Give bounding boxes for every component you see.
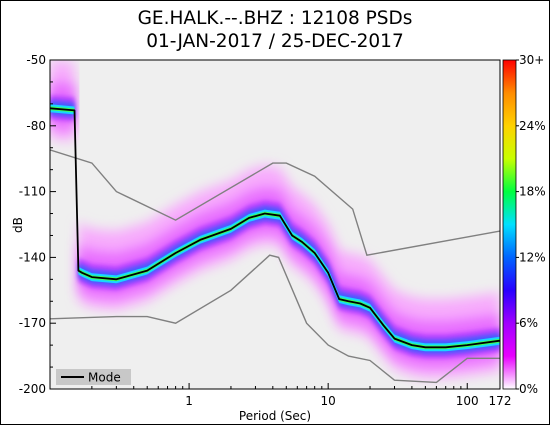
colorbar-tick-label: 24% (519, 119, 546, 133)
density-band-1-1 (78, 187, 500, 368)
x-tick-label: 100 (456, 394, 479, 408)
x-tick-label: 10 (321, 394, 336, 408)
series-line-mode (50, 107, 500, 349)
colorbar-tick-label: 12% (519, 250, 546, 264)
legend-box (56, 369, 131, 385)
chart-subtitle: 01-JAN-2017 / 25-DEC-2017 (146, 31, 404, 52)
colorbar-ticks: 30+ 24% 18% 12% 6% 0% (516, 53, 546, 396)
density-band-4-1 (78, 209, 500, 352)
colorbar-tick-label: 18% (519, 185, 546, 199)
x-tick-label: 1 (185, 394, 193, 408)
psd-density (50, 60, 500, 378)
density-band-2-1 (78, 200, 500, 359)
colorbar-tick-label: 0% (519, 382, 538, 396)
x-axis: 1 10 100 172 (49, 383, 512, 408)
x-axis-label: Period (Sec) (239, 409, 311, 423)
legend-label-mode: Mode (88, 371, 121, 385)
colorbar (502, 59, 517, 390)
y-tick-label: -200 (19, 382, 46, 396)
colorbar-tick-label: 6% (519, 316, 538, 330)
y-axis-label: dB (11, 217, 25, 233)
colorbar-tick-label: 30+ (519, 53, 544, 67)
series-line-nhnm (50, 149, 500, 256)
y-tick-label: -170 (19, 316, 46, 330)
x-tick-label: 172 (489, 394, 512, 408)
plot-border (49, 59, 501, 390)
y-tick-label: -50 (26, 53, 46, 67)
density-band-3-1 (78, 205, 500, 354)
y-tick-label: -80 (26, 119, 46, 133)
chart-title: GE.HALK.--.BHZ : 12108 PSDs (137, 8, 413, 29)
y-tick-label: -110 (19, 185, 46, 199)
y-axis: -50 -80 -110 -140 -170 -200 (19, 53, 56, 396)
legend: Mode (56, 369, 131, 385)
series-line-nlnm (50, 254, 500, 384)
y-tick-label: -140 (19, 250, 46, 264)
series-lines (50, 107, 500, 384)
